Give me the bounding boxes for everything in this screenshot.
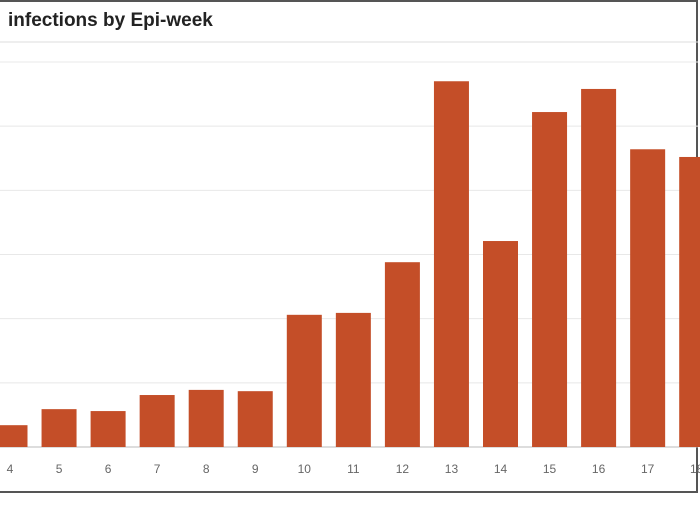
x-tick-label: 6: [105, 462, 112, 476]
x-tick-label: 13: [445, 462, 459, 476]
x-tick-label: 15: [543, 462, 557, 476]
x-tick-label: 10: [298, 462, 312, 476]
bar: [384, 262, 420, 447]
x-tick-label: 14: [494, 462, 508, 476]
x-tick-label: 7: [154, 462, 161, 476]
bar: [188, 389, 224, 447]
x-tick-label: 5: [56, 462, 63, 476]
plot-area: 4 5 6 7 8 9 10 11 12 13 14 15 16 17 18: [0, 61, 700, 476]
x-tick-label: 8: [203, 462, 210, 476]
bar: [41, 409, 77, 447]
bar: [335, 312, 371, 447]
bar: [237, 391, 273, 447]
x-tick-label: 9: [252, 462, 259, 476]
bar: [581, 88, 617, 447]
bar: [630, 149, 666, 447]
bar: [483, 241, 518, 447]
chart-title: infections by Epi-week: [8, 10, 213, 31]
bar: [0, 425, 28, 447]
x-tick-label: 12: [396, 462, 410, 476]
bar: [90, 411, 126, 447]
bar: [679, 156, 700, 447]
bar: [532, 112, 568, 448]
x-tick-label: 4: [7, 462, 14, 476]
bar: [139, 395, 175, 447]
bar: [433, 81, 469, 447]
bar: [286, 314, 322, 447]
x-tick-label: 18: [690, 462, 700, 476]
x-tick-label: 17: [641, 462, 655, 476]
x-tick-label: 11: [347, 462, 360, 476]
x-tick-label: 16: [592, 462, 606, 476]
